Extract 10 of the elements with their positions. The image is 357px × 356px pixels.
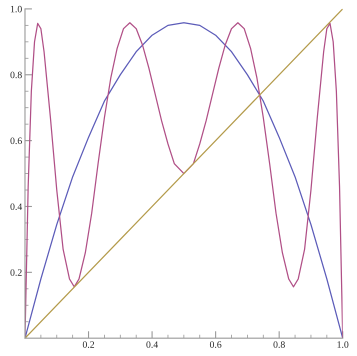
x-tick-label: 1.0	[338, 341, 348, 348]
x-tick-label: 0.4	[146, 341, 158, 348]
y-tick-label: 0.6	[10, 138, 22, 144]
y-tick-label: 0.4	[10, 203, 22, 210]
y-tick-label: 1.0	[10, 6, 22, 12]
x-tick-label: 0.8	[273, 341, 285, 348]
x-tick-label: 0.6	[210, 341, 222, 348]
y-tick-label: 0.8	[10, 72, 22, 78]
y-tick-label: 0.2	[10, 269, 22, 276]
x-tick-label: 0.2	[82, 341, 94, 348]
